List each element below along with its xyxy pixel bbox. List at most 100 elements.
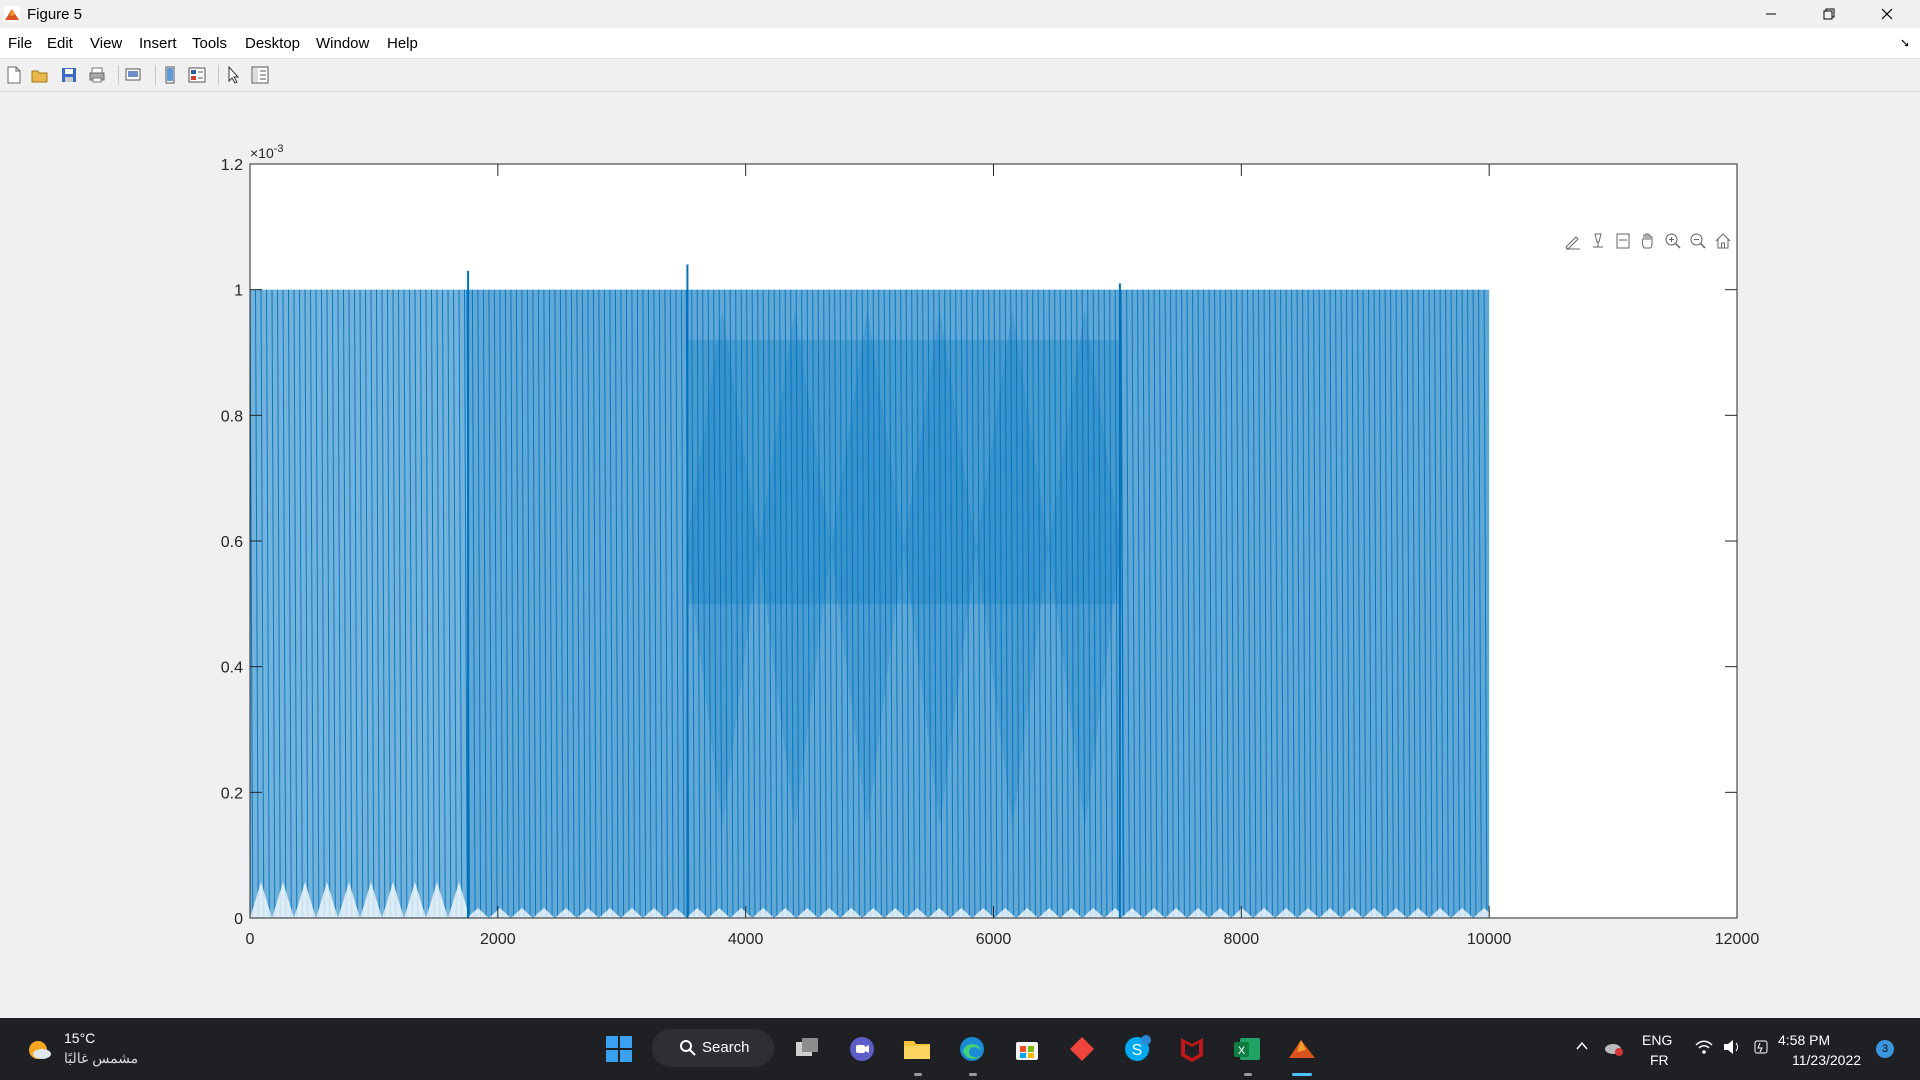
new-figure-icon[interactable] [4, 65, 24, 85]
series-trough [466, 908, 687, 918]
toolbar-separator [155, 65, 156, 85]
y-tick-label: 0.4 [221, 660, 243, 677]
y-axis: 0 0.2 0.4 0.6 0.8 1 1.2 [221, 157, 1737, 928]
menu-edit[interactable]: Edit [47, 35, 73, 52]
mcafee-icon[interactable] [1173, 1030, 1211, 1068]
series-segment [466, 289, 687, 918]
home-icon[interactable] [1712, 230, 1734, 252]
brush-icon[interactable] [1562, 230, 1584, 252]
menu-bar: File Edit View Insert Tools Desktop Wind… [0, 28, 1920, 59]
x-tick-label: 4000 [728, 931, 764, 948]
active-indicator [1292, 1073, 1312, 1076]
onedrive-error-icon[interactable] [1603, 1038, 1625, 1063]
series-layer [250, 264, 1496, 918]
minimize-button[interactable] [1742, 0, 1800, 28]
series-oscillation [250, 289, 468, 918]
running-indicator [1244, 1073, 1252, 1076]
x-axis: 0 2000 4000 6000 8000 10000 12000 [246, 164, 1760, 948]
save-icon[interactable] [59, 65, 79, 85]
figure-toolbar [0, 59, 1920, 92]
search-label: Search [702, 1039, 750, 1056]
teams-chat-icon[interactable] [843, 1030, 881, 1068]
y-tick-label: 0.2 [221, 785, 243, 802]
series-trough [1121, 908, 1496, 918]
menu-window[interactable]: Window [316, 35, 370, 52]
window-title: Figure 5 [27, 6, 83, 23]
y-exponent-label: ×10-3 [250, 143, 284, 161]
series-segment [250, 289, 467, 918]
running-indicator [914, 1073, 922, 1076]
beat-diamond [903, 309, 977, 827]
microsoft-store-icon[interactable] [1008, 1030, 1046, 1068]
weather-temperature[interactable]: 15°C [64, 1030, 96, 1046]
restore-button[interactable] [1800, 0, 1858, 28]
x-tick-label: 8000 [1224, 931, 1260, 948]
clock-time[interactable]: 4:58 PM [1778, 1032, 1831, 1048]
property-editor-icon[interactable] [250, 65, 270, 85]
menu-desktop[interactable]: Desktop [245, 35, 301, 52]
hide-toolbar-icon[interactable] [160, 65, 180, 85]
chart[interactable]: 0 2000 4000 6000 8000 10000 12000 0 0.2 0.4 0.6 0.… [0, 92, 1920, 1018]
taskbar-search[interactable]: Search [652, 1029, 774, 1067]
y-tick-label: 1.2 [221, 157, 243, 174]
dock-figure-icon[interactable]: ➘ [1899, 36, 1910, 50]
zoom-out-icon[interactable] [1687, 230, 1709, 252]
excel-icon[interactable]: X [1228, 1030, 1266, 1068]
menu-help[interactable]: Help [387, 35, 418, 52]
clock-date[interactable]: 11/23/2022 [1792, 1052, 1862, 1068]
task-view-icon[interactable] [788, 1030, 826, 1068]
keyboard-layout[interactable]: FR [1650, 1052, 1669, 1068]
menu-insert[interactable]: Insert [139, 35, 177, 52]
figure-canvas: 0 2000 4000 6000 8000 10000 12000 0 0.2 0.4 0.6 0.… [0, 92, 1920, 1018]
chevron-up-icon[interactable] [1574, 1038, 1590, 1059]
matlab-icon[interactable] [1283, 1030, 1321, 1068]
series-oscillation [1120, 289, 1488, 918]
skype-icon[interactable]: S [1118, 1030, 1156, 1068]
axes-toolbar [1562, 230, 1734, 254]
open-file-icon[interactable] [30, 65, 50, 85]
edge-icon[interactable] [953, 1030, 991, 1068]
pan-icon[interactable] [1637, 230, 1659, 252]
svg-text:X: X [1238, 1045, 1246, 1057]
data-tip-icon[interactable] [1587, 230, 1609, 252]
close-button[interactable] [1858, 0, 1916, 28]
beat-diamond [976, 309, 1049, 827]
zoom-in-icon[interactable] [1662, 230, 1684, 252]
insert-colorbar-icon[interactable] [187, 65, 207, 85]
weather-description[interactable]: مشمس غالبًا [64, 1050, 139, 1066]
x-tick-label: 10000 [1467, 931, 1512, 948]
wifi-icon[interactable] [1694, 1038, 1714, 1061]
menu-file[interactable]: File [8, 35, 33, 52]
beat-diamond [1048, 309, 1122, 827]
beat-diamond [686, 309, 759, 827]
beat-diamond [831, 309, 904, 827]
weather-icon[interactable] [20, 1030, 58, 1068]
notification-badge[interactable]: 3 [1876, 1040, 1894, 1058]
volume-icon[interactable] [1722, 1038, 1742, 1061]
battery-icon[interactable] [1751, 1038, 1771, 1061]
beat-diamond [758, 309, 832, 827]
x-tick-label: 2000 [480, 931, 516, 948]
start-icon[interactable] [600, 1030, 638, 1068]
taskbar: 15°C مشمس غالبًا Search S X [0, 1018, 1920, 1080]
print-preview-icon[interactable] [123, 65, 143, 85]
pointer-icon[interactable] [224, 65, 244, 85]
file-explorer-icon[interactable] [898, 1030, 936, 1068]
toolbar-separator [118, 65, 119, 85]
export-icon[interactable] [1612, 230, 1634, 252]
menu-view[interactable]: View [90, 35, 123, 52]
y-tick-label: 1 [234, 283, 243, 300]
matlab-figure-icon [4, 6, 20, 22]
series-trough [250, 882, 470, 918]
menu-tools[interactable]: Tools [192, 35, 228, 52]
anydesk-icon[interactable] [1063, 1030, 1101, 1068]
input-language[interactable]: ENG [1642, 1032, 1673, 1048]
x-tick-label: 6000 [976, 931, 1012, 948]
y-tick-label: 0.6 [221, 534, 243, 551]
search-icon [679, 1039, 697, 1062]
print-icon[interactable] [87, 65, 107, 85]
svg-text:S: S [1132, 1042, 1143, 1059]
x-tick-label: 12000 [1715, 931, 1760, 948]
x-tick-label: 0 [246, 931, 255, 948]
toolbar-separator [218, 65, 219, 85]
